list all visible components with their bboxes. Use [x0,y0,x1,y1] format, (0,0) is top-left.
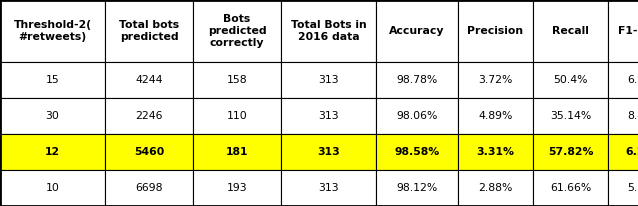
Text: 35.14%: 35.14% [550,111,591,121]
Bar [193,62,281,98]
Bar [376,62,458,98]
Text: 313: 313 [317,147,340,157]
Bar [0,134,105,170]
Bar [608,62,638,98]
Text: 61.66%: 61.66% [550,183,591,193]
Bar [458,62,533,98]
Bar [105,98,193,134]
Bar [533,62,608,98]
Bar [0,62,105,98]
Bar [376,0,458,62]
Bar [193,98,281,134]
Bar [533,170,608,206]
Bar [608,98,638,134]
Bar [458,134,533,170]
Text: 2246: 2246 [135,111,163,121]
Text: Accuracy: Accuracy [389,26,445,36]
Bar [533,0,608,62]
Text: 313: 313 [318,183,339,193]
Text: 5.50%: 5.50% [627,183,638,193]
Bar [193,170,281,206]
Text: 98.06%: 98.06% [396,111,438,121]
Text: 98.58%: 98.58% [394,147,440,157]
Text: 98.78%: 98.78% [396,75,438,85]
Text: Precision: Precision [468,26,524,36]
Bar [376,98,458,134]
Text: 4.89%: 4.89% [478,111,513,121]
Text: 98.12%: 98.12% [396,183,438,193]
Bar [193,0,281,62]
Text: 313: 313 [318,111,339,121]
Bar [458,98,533,134]
Bar [608,170,638,206]
Text: 5460: 5460 [134,147,164,157]
Bar [608,134,638,170]
Text: 193: 193 [226,183,248,193]
Text: Recall: Recall [552,26,589,36]
Text: 30: 30 [45,111,59,121]
Text: 6.92%: 6.92% [627,75,638,85]
Text: 110: 110 [226,111,248,121]
Text: 6.24%: 6.24% [625,147,638,157]
Bar [105,62,193,98]
Bar [533,98,608,134]
Text: 3.72%: 3.72% [478,75,513,85]
Text: 15: 15 [46,75,59,85]
Text: 57.82%: 57.82% [548,147,593,157]
Text: Total Bots in
2016 data: Total Bots in 2016 data [291,20,366,42]
Text: Threshold-2(
#retweets): Threshold-2( #retweets) [13,20,92,42]
Text: 8.41%: 8.41% [627,111,638,121]
Bar [281,62,376,98]
Bar [458,0,533,62]
Text: 10: 10 [45,183,59,193]
Bar [376,170,458,206]
Text: Bots
predicted
correctly: Bots predicted correctly [208,14,266,48]
Text: 2.88%: 2.88% [478,183,513,193]
Text: Total bots
predicted: Total bots predicted [119,20,179,42]
Bar [105,0,193,62]
Text: 50.4%: 50.4% [553,75,588,85]
Text: 4244: 4244 [135,75,163,85]
Text: 181: 181 [226,147,248,157]
Bar [193,134,281,170]
Bar [281,0,376,62]
Bar [281,134,376,170]
Bar [0,0,105,62]
Bar [376,134,458,170]
Text: 313: 313 [318,75,339,85]
Bar [0,98,105,134]
Bar [281,98,376,134]
Bar [458,170,533,206]
Text: F1-score: F1-score [618,26,638,36]
Text: 3.31%: 3.31% [477,147,514,157]
Bar [608,0,638,62]
Text: 12: 12 [45,147,60,157]
Bar [281,170,376,206]
Bar [533,134,608,170]
Text: 158: 158 [226,75,248,85]
Bar [105,170,193,206]
Bar [105,134,193,170]
Text: 6698: 6698 [135,183,163,193]
Bar [0,170,105,206]
